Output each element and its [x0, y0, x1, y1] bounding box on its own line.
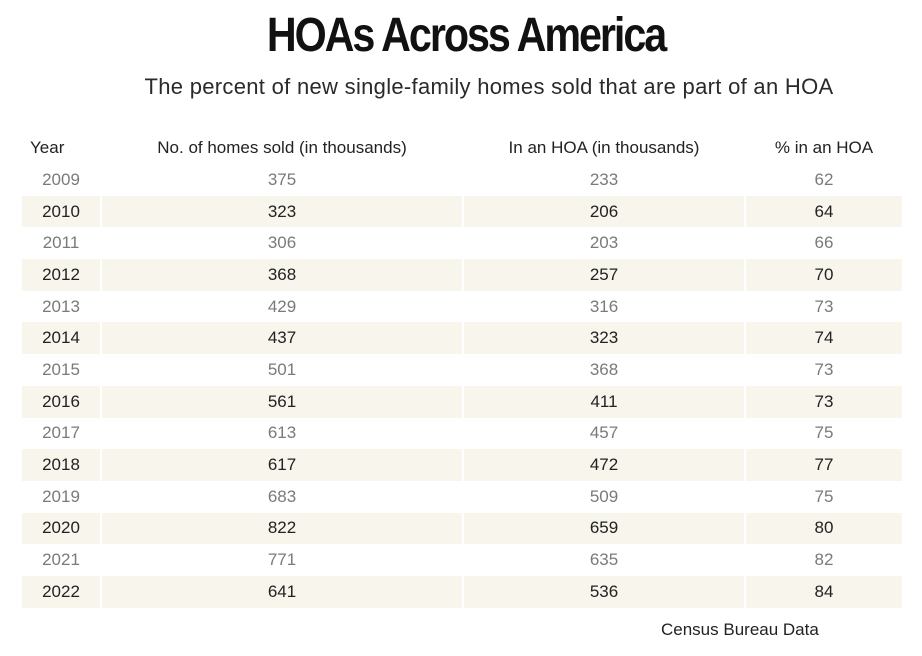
table-row: 2015 501 368 73: [22, 354, 902, 386]
table-row: 2010 323 206 64: [22, 195, 902, 228]
in-hoa-cell: 457: [589, 423, 619, 443]
in-hoa-cell: 472: [464, 449, 744, 481]
homes-sold-cell: 437: [102, 322, 462, 355]
table-row: 2018 617 472 77: [22, 449, 902, 481]
table-row: 2020 822 659 80: [22, 512, 902, 545]
in-hoa-cell: 316: [589, 296, 619, 316]
column-header-in-hoa: In an HOA (in thousands): [508, 138, 700, 157]
table-row: 2009 375 233 62: [22, 164, 902, 196]
table-row: 2011 306 203 66: [22, 227, 902, 259]
percent-hoa-cell: 74: [746, 322, 902, 355]
table-row: 2019 683 509 75: [22, 481, 902, 513]
homes-sold-cell: 375: [267, 169, 297, 189]
column-header-percent-hoa: % in an HOA: [774, 138, 874, 157]
percent-hoa-cell: 73: [814, 296, 834, 316]
homes-sold-cell: 368: [102, 259, 462, 291]
in-hoa-cell: 411: [464, 385, 744, 418]
homes-sold-cell: 501: [267, 359, 297, 379]
percent-hoa-cell: 64: [746, 195, 902, 228]
homes-sold-cell: 617: [102, 449, 462, 481]
in-hoa-cell: 368: [589, 359, 619, 379]
table-row: 2021 771 635 82: [22, 544, 902, 576]
percent-hoa-cell: 73: [814, 359, 834, 379]
column-header-year: Year: [30, 138, 65, 157]
homes-sold-cell: 323: [102, 195, 462, 228]
homes-sold-cell: 429: [267, 296, 297, 316]
in-hoa-cell: 323: [464, 322, 744, 355]
year-cell: 2017: [42, 423, 80, 443]
percent-hoa-cell: 75: [814, 486, 834, 506]
page-subtitle: The percent of new single-family homes s…: [144, 74, 834, 99]
table-header-row: Year No. of homes sold (in thousands) In…: [22, 132, 902, 164]
percent-hoa-cell: 80: [746, 512, 902, 545]
year-cell: 2020: [22, 512, 100, 545]
table-row: 2014 437 323 74: [22, 322, 902, 355]
in-hoa-cell: 635: [589, 550, 619, 570]
homes-sold-cell: 683: [267, 486, 297, 506]
homes-sold-cell: 561: [102, 385, 462, 418]
percent-hoa-cell: 77: [746, 449, 902, 481]
table-row: 2016 561 411 73: [22, 385, 902, 418]
column-header-homes-sold: No. of homes sold (in thousands): [157, 138, 407, 157]
year-cell: 2016: [22, 385, 100, 418]
year-cell: 2011: [42, 233, 80, 253]
percent-hoa-cell: 62: [814, 169, 834, 189]
homes-sold-cell: 613: [267, 423, 297, 443]
year-cell: 2018: [22, 449, 100, 481]
table-row: 2012 368 257 70: [22, 259, 902, 291]
page-title: HOAs Across America: [266, 9, 667, 62]
homes-sold-cell: 771: [267, 550, 297, 570]
year-cell: 2019: [42, 486, 80, 506]
percent-hoa-cell: 70: [746, 259, 902, 291]
year-cell: 2012: [22, 259, 100, 291]
in-hoa-cell: 233: [589, 169, 619, 189]
in-hoa-cell: 257: [464, 259, 744, 291]
year-cell: 2021: [42, 550, 80, 570]
year-cell: 2022: [22, 575, 100, 608]
in-hoa-cell: 659: [464, 512, 744, 545]
year-cell: 2009: [42, 169, 80, 189]
data-table: Year No. of homes sold (in thousands) In…: [22, 132, 902, 608]
source-note: Census Bureau Data: [661, 620, 819, 639]
percent-hoa-cell: 66: [814, 233, 834, 253]
percent-hoa-cell: 82: [814, 550, 834, 570]
in-hoa-cell: 509: [589, 486, 619, 506]
year-cell: 2014: [22, 322, 100, 355]
percent-hoa-cell: 73: [746, 385, 902, 418]
year-cell: 2015: [42, 359, 80, 379]
in-hoa-cell: 203: [589, 233, 619, 253]
table-row: 2017 613 457 75: [22, 418, 902, 450]
homes-sold-cell: 641: [102, 575, 462, 608]
percent-hoa-cell: 75: [814, 423, 834, 443]
percent-hoa-cell: 84: [746, 575, 902, 608]
table-row: 2013 429 316 73: [22, 291, 902, 323]
year-cell: 2010: [22, 195, 100, 228]
in-hoa-cell: 206: [464, 195, 744, 228]
homes-sold-cell: 822: [102, 512, 462, 545]
in-hoa-cell: 536: [464, 575, 744, 608]
homes-sold-cell: 306: [267, 233, 297, 253]
table-body: 2009 375 233 62 2010 323 206 64 2011 306 203 66 2012…: [22, 164, 902, 608]
table-row: 2022 641 536 84: [22, 575, 902, 608]
year-cell: 2013: [42, 296, 80, 316]
